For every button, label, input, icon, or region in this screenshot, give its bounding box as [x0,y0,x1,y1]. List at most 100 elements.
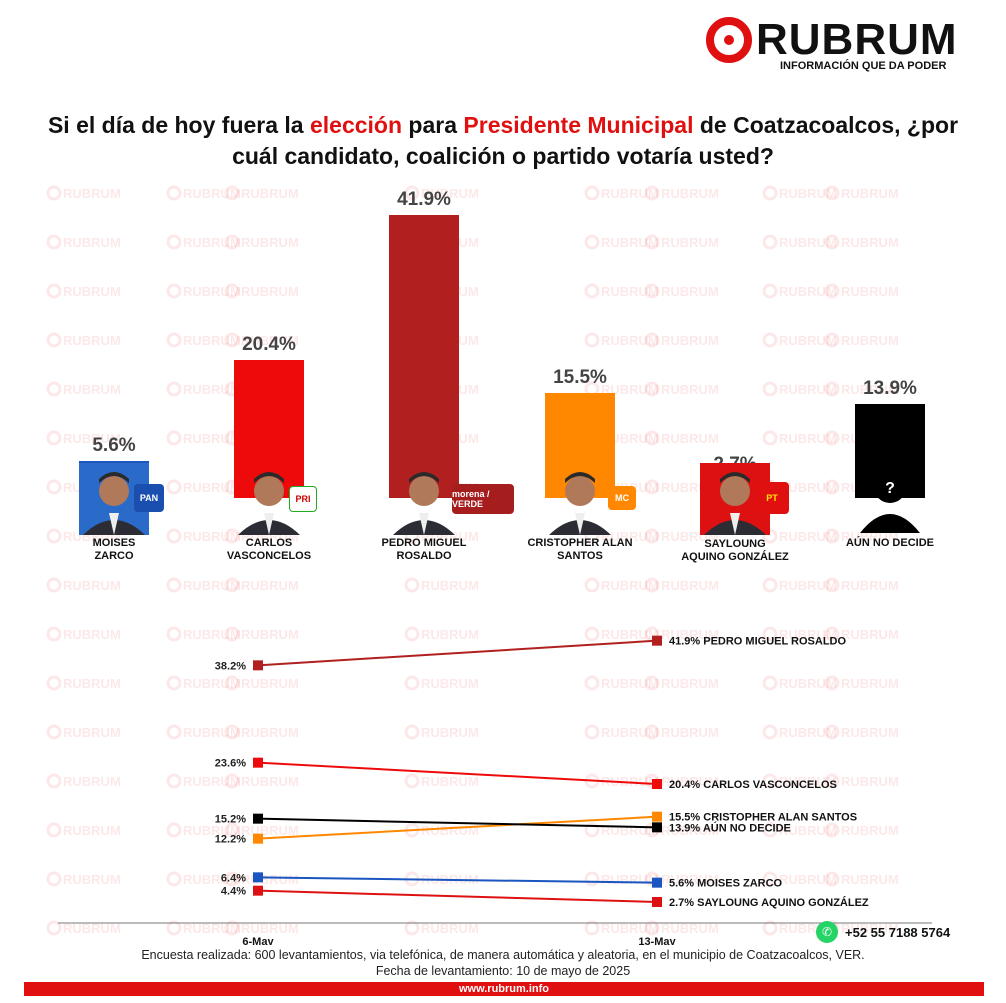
svg-text:RUBRUM: RUBRUM [661,284,719,299]
svg-text:RUBRUM: RUBRUM [63,382,121,397]
bar-value-label: 13.9% [863,378,917,400]
svg-text:RUBRUM: RUBRUM [63,578,121,593]
watermark-mark: RUBRUM [762,234,837,250]
undecided-silhouette: ? [855,461,925,533]
logo-ring-icon [706,17,752,63]
watermark-mark: RUBRUM [644,577,719,593]
logo-tagline: INFORMACIÓN QUE DA PODER [780,60,947,72]
trend-point [652,779,662,789]
watermark-mark: RUBRUM [46,234,121,250]
svg-text:RUBRUM: RUBRUM [63,235,121,250]
watermark-mark: RUBRUM [166,577,241,593]
trend-line [257,815,658,840]
trend-start-label: 38.2% [215,660,246,672]
watermark-mark: RUBRUM [224,185,299,201]
candidate-name: SAYLOUNG AQUINO GONZÁLEZ [681,538,789,563]
whatsapp-contact[interactable]: ✆ +52 55 7188 5764 [816,920,950,944]
rubrum-logo: RUBRUM INFORMACIÓN QUE DA PODER [706,14,981,76]
watermark-mark: RUBRUM [46,185,121,201]
x-tick-label: 6-May [242,936,274,945]
svg-text:RUBRUM: RUBRUM [841,186,899,201]
watermark-mark: RUBRUM [824,577,899,593]
watermark-mark: RUBRUM [644,332,719,348]
candidate-name: CARLOS VASCONCELOS [226,537,312,562]
trend-point [652,897,662,907]
bar-value-label: 15.5% [553,367,607,389]
watermark-mark: RUBRUM [762,185,837,201]
svg-text:RUBRUM: RUBRUM [841,333,899,348]
watermark-mark: RUBRUM [644,381,719,397]
watermark-mark: RUBRUM [762,332,837,348]
svg-text:RUBRUM: RUBRUM [779,235,837,250]
svg-text:RUBRUM: RUBRUM [779,333,837,348]
watermark-mark: RUBRUM [824,283,899,299]
watermark-mark: RUBRUM [584,234,659,250]
svg-text:RUBRUM: RUBRUM [63,186,121,201]
watermark-mark: RUBRUM [644,430,719,446]
svg-text:RUBRUM: RUBRUM [183,235,241,250]
svg-text:RUBRUM: RUBRUM [601,235,659,250]
survey-methodology: Encuesta realizada: 600 levantamientos, … [141,948,865,962]
watermark-mark: RUBRUM [762,430,837,446]
bar-value-label: 20.4% [242,334,296,356]
trend-point [253,813,263,824]
website-link[interactable]: www.rubrum.info [24,982,984,996]
x-tick-label: 13-May [638,936,676,945]
candidate-photo [79,463,149,535]
svg-text:RUBRUM: RUBRUM [183,578,241,593]
watermark-mark: RUBRUM [166,283,241,299]
watermark-mark: RUBRUM [644,234,719,250]
trend-start-label: 15.2% [215,814,246,826]
trend-point [652,822,662,833]
svg-text:RUBRUM: RUBRUM [779,186,837,201]
svg-text:RUBRUM: RUBRUM [183,284,241,299]
watermark-mark: RUBRUM [644,185,719,201]
whatsapp-number: +52 55 7188 5764 [845,924,951,940]
watermark-mark: RUBRUM [644,283,719,299]
question-highlight-presidente: Presidente Municipal [463,112,694,138]
candidate-photo [389,463,459,535]
svg-text:RUBRUM: RUBRUM [841,235,899,250]
watermark-mark: RUBRUM [584,283,659,299]
svg-text:RUBRUM: RUBRUM [241,284,299,299]
trend-point [253,660,263,671]
watermark-mark: RUBRUM [166,234,241,250]
candidate-name: PEDRO MIGUEL ROSALDO [381,537,467,562]
svg-text:RUBRUM: RUBRUM [779,284,837,299]
trend-start-label: 4.4% [221,886,246,898]
watermark-mark: RUBRUM [224,234,299,250]
trend-end-label: 15.5% CRISTOPHER ALAN SANTOS [669,812,857,824]
watermark-mark: RUBRUM [166,479,241,495]
watermark-mark: RUBRUM [762,283,837,299]
bar-value-label: 41.9% [397,189,451,210]
svg-text:RUBRUM: RUBRUM [601,578,659,593]
trend-start-label: 6.4% [221,872,246,884]
svg-text:RUBRUM: RUBRUM [183,186,241,201]
candidate-name: AÚN NO DECIDE [845,537,934,549]
watermark-mark: RUBRUM [166,185,241,201]
survey-date: Fecha de levantamiento: 10 de mayo de 20… [375,964,631,978]
trend-line [257,876,658,884]
question-part1: Si el día de hoy fuera la [47,112,310,138]
question-part2: para [402,112,464,138]
trend-start-label: 12.2% [215,834,246,846]
trend-end-label: 20.4% CARLOS VASCONCELOS [669,779,837,791]
trend-end-label: 41.9% PEDRO MIGUEL ROSALDO [669,636,846,648]
svg-text:RUBRUM: RUBRUM [241,186,299,201]
trend-line [257,817,658,829]
svg-text:RUBRUM: RUBRUM [241,235,299,250]
trend-point [253,833,263,844]
trend-end-label: 2.7% SAYLOUNG AQUINO GONZÁLEZ [669,896,869,909]
watermark-mark: RUBRUM [584,185,659,201]
trend-end-label: 13.9% AÚN NO DECIDE [669,821,791,834]
trend-end-label: 5.6% MOISES ZARCO [669,878,783,890]
watermark-mark: RUBRUM [46,332,121,348]
svg-text:RUBRUM: RUBRUM [183,480,241,495]
watermark-mark: RUBRUM [824,234,899,250]
bar-value-label: 5.6% [92,435,136,456]
watermark-mark: RUBRUM [46,283,121,299]
watermark-mark: RUBRUM [584,332,659,348]
svg-text:RUBRUM: RUBRUM [661,382,719,397]
svg-text:RUBRUM: RUBRUM [183,382,241,397]
whatsapp-icon: ✆ [816,921,838,943]
